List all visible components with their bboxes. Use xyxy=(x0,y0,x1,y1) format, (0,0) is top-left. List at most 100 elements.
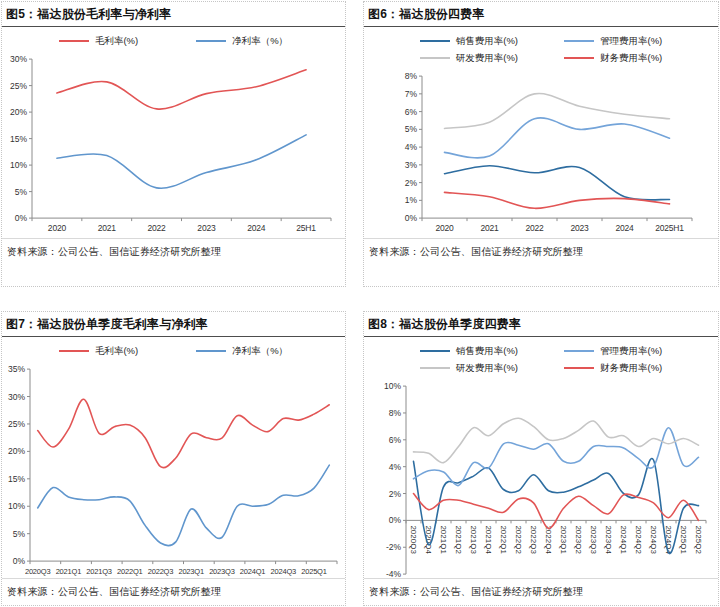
legend-item: 财务费用率(%) xyxy=(564,52,662,65)
chart-area: 0%5%10%15%20%25%30%35%2020Q32021Q12021Q3… xyxy=(2,361,345,578)
legend: 毛利率(%) 净利率（%） xyxy=(2,337,345,361)
legend: 销售费用率(%)管理费用率(%)研发费用率(%)财务费用率(%) xyxy=(364,27,718,68)
report-figures-grid: 图5：福达股份毛利率与净利率 毛利率(%) 净利率（%） 0% 5% 10% 15% 20… xyxy=(0,0,720,607)
line-chart: -4%-2%0%2%4%6%8%10%2020Q32020Q42021Q1202… xyxy=(364,378,718,578)
y-tick-label: 0% xyxy=(389,515,402,525)
x-tick-label: 2024Q3 xyxy=(271,567,297,576)
series-line-1 xyxy=(57,135,306,188)
series-line-0 xyxy=(57,69,306,108)
legend-item: 研发费用率(%) xyxy=(420,52,518,65)
x-tick-label: 2024 xyxy=(615,223,634,233)
x-tick-label: 2022Q3 xyxy=(529,525,538,554)
x-tick-label: 2023Q1 xyxy=(178,567,204,576)
legend-item: 财务费用率(%) xyxy=(564,362,662,375)
legend-label: 净利率（%） xyxy=(232,35,288,48)
x-tick-label: 2025Q1 xyxy=(679,525,688,554)
x-tick-label: 2022Q4 xyxy=(544,525,553,554)
x-tick-label: 2025Q1 xyxy=(301,567,327,576)
series-line-2 xyxy=(414,418,699,462)
x-tick-label: 2020Q3 xyxy=(409,525,418,554)
y-tick-label: 0% xyxy=(405,213,418,223)
x-tick-label: 2023Q4 xyxy=(604,525,613,554)
legend-line-swatch xyxy=(420,350,450,352)
y-tick-label: 3% xyxy=(405,160,418,170)
figure-panel-7: 图7：福达股份单季度毛利率与净利率 毛利率(%)净利率（%） 0%5%10%15… xyxy=(1,311,346,606)
y-tick-label: 7% xyxy=(405,89,418,99)
x-tick-label: 2024Q3 xyxy=(649,525,658,554)
y-tick-label: 5% xyxy=(13,528,26,538)
y-tick-label: 2% xyxy=(405,177,418,187)
series-line-1 xyxy=(38,465,330,546)
x-tick-label: 2023 xyxy=(197,223,216,233)
y-tick-label: 6% xyxy=(389,435,402,445)
x-tick-label: 2021 xyxy=(480,223,499,233)
x-tick-label: 2020 xyxy=(435,223,454,233)
y-tick-label: 25% xyxy=(8,419,25,429)
legend-label: 管理费用率(%) xyxy=(600,35,662,48)
x-tick-label: 2022Q1 xyxy=(499,525,508,554)
y-tick-label: 15% xyxy=(10,133,27,143)
legend-line-swatch xyxy=(564,57,594,59)
legend-item: 毛利率(%) xyxy=(59,345,138,358)
x-tick-label: 2025H1 xyxy=(655,223,684,233)
y-tick-label: 20% xyxy=(10,107,27,117)
y-tick-label: 4% xyxy=(389,461,402,471)
legend-item: 管理费用率(%) xyxy=(564,345,662,358)
y-tick-label: 1% xyxy=(405,195,418,205)
x-tick-label: 2022 xyxy=(148,223,167,233)
y-tick-label: 10% xyxy=(8,501,25,511)
x-tick-label: 2022Q3 xyxy=(148,567,174,576)
y-tick-label: -2% xyxy=(386,542,402,552)
legend-item: 研发费用率(%) xyxy=(420,362,518,375)
legend-label: 研发费用率(%) xyxy=(456,52,518,65)
x-tick-label: 2022 xyxy=(525,223,544,233)
legend-line-swatch xyxy=(420,57,450,59)
source-note: 资料来源：公司公告、国信证券经济研究所整理 xyxy=(364,578,718,605)
y-tick-label: 8% xyxy=(405,71,418,81)
x-tick-label: 25H1 xyxy=(296,223,316,233)
series-line-3 xyxy=(445,192,670,208)
series-line-0 xyxy=(38,399,330,467)
legend-label: 毛利率(%) xyxy=(95,345,138,358)
legend-label: 研发费用率(%) xyxy=(456,362,518,375)
legend-item: 销售费用率(%) xyxy=(420,345,518,358)
legend-label: 净利率（%） xyxy=(232,345,288,358)
legend-line-swatch xyxy=(59,40,89,42)
source-note: 资料来源：公司公告、国信证券经济研究所整理 xyxy=(2,578,345,605)
x-tick-label: 2024Q1 xyxy=(240,567,266,576)
x-tick-label: 2024 xyxy=(247,223,266,233)
figure-title: 图8：福达股份单季度四费率 xyxy=(364,312,718,337)
y-tick-label: 30% xyxy=(8,391,25,401)
x-tick-label: 2024Q1 xyxy=(619,525,628,554)
x-tick-label: 2022Q2 xyxy=(514,525,523,554)
legend-item: 毛利率(%) xyxy=(59,35,138,48)
x-tick-label: 2021 xyxy=(98,223,117,233)
legend-label: 财务费用率(%) xyxy=(600,362,662,375)
x-tick-label: 2023Q3 xyxy=(589,525,598,554)
y-tick-label: 10% xyxy=(10,160,27,170)
y-tick-label: 6% xyxy=(405,106,418,116)
x-tick-label: 2023 xyxy=(570,223,589,233)
figure-title: 图6：福达股份四费率 xyxy=(364,2,718,27)
legend-line-swatch xyxy=(59,350,89,352)
y-tick-label: 0% xyxy=(15,213,28,223)
legend-line-swatch xyxy=(420,40,450,42)
x-tick-label: 2023Q2 xyxy=(574,525,583,554)
x-tick-label: 2022Q1 xyxy=(117,567,143,576)
legend-line-swatch xyxy=(564,367,594,369)
source-note: 资料来源：公司公告、国信证券经济研究所整理 xyxy=(364,238,718,286)
series-line-1 xyxy=(445,118,670,158)
x-tick-label: 2024Q2 xyxy=(634,525,643,554)
legend-item: 管理费用率(%) xyxy=(564,35,662,48)
y-tick-label: 5% xyxy=(405,124,418,134)
line-chart: 0%5%10%15%20%25%30%35%2020Q32021Q12021Q3… xyxy=(2,361,345,578)
y-tick-label: 5% xyxy=(15,186,28,196)
x-tick-label: 2021Q4 xyxy=(484,525,493,554)
y-tick-label: 25% xyxy=(10,80,27,90)
chart-area: -4%-2%0%2%4%6%8%10%2020Q32020Q42021Q1202… xyxy=(364,378,718,578)
source-note: 资料来源：公司公告、国信证券经济研究所整理 xyxy=(2,238,345,286)
figure-title: 图5：福达股份毛利率与净利率 xyxy=(2,2,345,27)
series-line-1 xyxy=(414,427,699,485)
legend-label: 销售费用率(%) xyxy=(456,345,518,358)
y-tick-label: 15% xyxy=(8,474,25,484)
